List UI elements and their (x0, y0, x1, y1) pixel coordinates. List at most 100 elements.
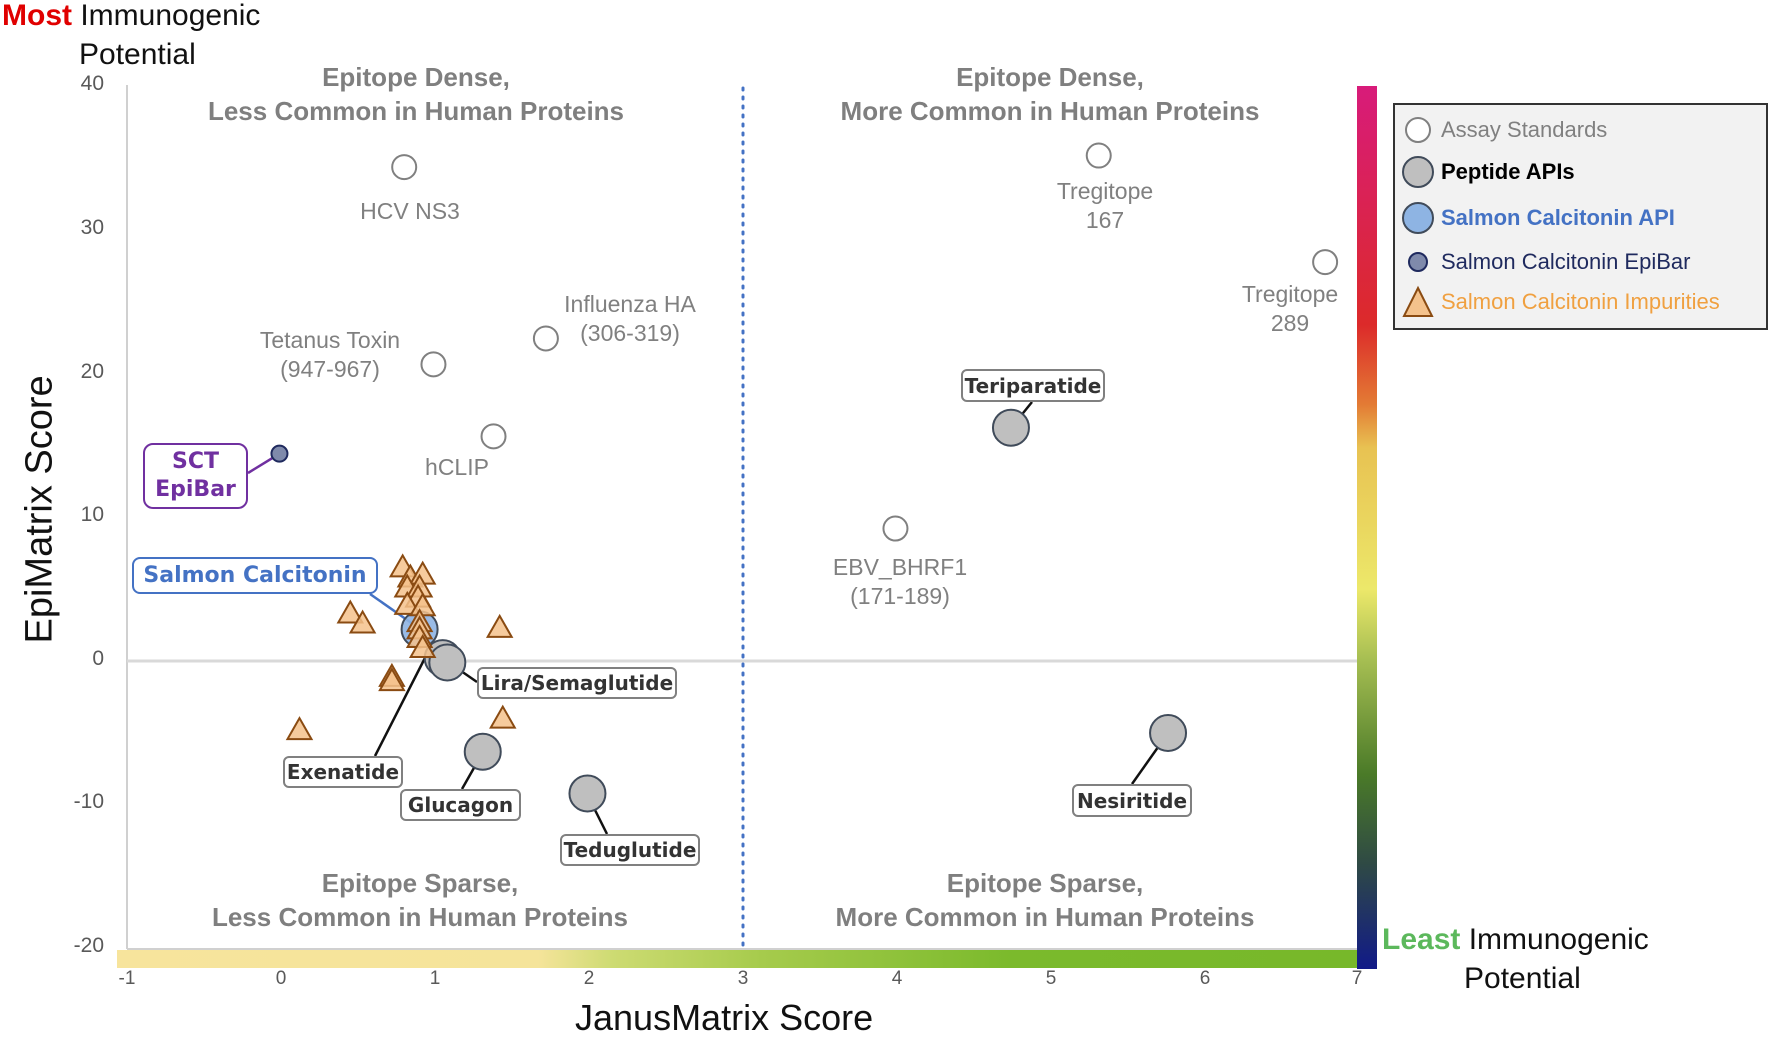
label-tregitope-167: Tregitope 167 (1050, 177, 1160, 235)
peptide-api-marker (991, 408, 1030, 447)
y-tick: -20 (73, 934, 104, 957)
peptide-api-marker (568, 774, 607, 813)
quadrant-label-bottom-left: Epitope Sparse, Less Common in Human Pro… (190, 866, 650, 934)
impurity-marker (348, 609, 377, 634)
legend-label: Salmon Calcitonin Impurities (1441, 289, 1720, 314)
callout-salmon-calcitonin: Salmon Calcitonin (132, 557, 378, 594)
epibar-marker (270, 444, 289, 463)
legend-label: Salmon Calcitonin EpiBar (1441, 249, 1691, 274)
callout-nesiritide: Nesiritide (1072, 784, 1192, 817)
legend-label: Salmon Calcitonin API (1441, 205, 1675, 230)
assay-standard-marker (532, 325, 559, 352)
callout-glucagon: Glucagon (400, 789, 521, 821)
callout-teriparatide: Teriparatide (961, 369, 1105, 402)
y-tick: 0 (92, 647, 104, 670)
peptide-api-marker (1149, 714, 1188, 752)
impurity-marker (408, 634, 437, 659)
peptide-api-marker (428, 643, 467, 682)
blue-circle-icon (1402, 202, 1434, 234)
impurity-marker (285, 716, 314, 741)
callout-line: EpiBar (155, 477, 236, 502)
x-tick: 5 (1045, 968, 1057, 989)
callout-exenatide: Exenatide (283, 756, 403, 788)
callout-teduglutide: Teduglutide (560, 834, 700, 866)
most-immunogenic-title-line2: Potential (79, 38, 196, 71)
impurity-marker (393, 590, 422, 615)
quadrant-line: More Common in Human Proteins (840, 96, 1260, 126)
vertical-gradient-bar (1357, 86, 1377, 969)
quadrant-label-top-right: Epitope Dense, More Common in Human Prot… (820, 60, 1280, 128)
label-hclip: hCLIP (425, 454, 489, 480)
impurity-marker (489, 704, 517, 729)
legend: Assay Standards Peptide APIs Salmon Calc… (1393, 103, 1768, 330)
y-axis-title: EpiMatrix Score (18, 375, 61, 644)
x-tick: 6 (1199, 968, 1211, 989)
quadrant-line: Epitope Sparse, (946, 868, 1144, 898)
triangle-icon (1402, 285, 1434, 317)
least-immunogenic-title-line2: Potential (1464, 962, 1581, 995)
label-ebv-bhrf1: EBV_BHRF1 (171-189) (820, 553, 980, 611)
horizontal-gradient-bar (117, 950, 1357, 968)
most-immunogenic-title: Most Immunogenic (2, 0, 260, 34)
label-line: (947-967) (280, 356, 380, 382)
gray-circle-icon (1402, 156, 1434, 188)
y-tick: 40 (80, 72, 104, 95)
label-line: EBV_BHRF1 (832, 554, 968, 580)
least-word: Least (1382, 923, 1461, 956)
x-tick: 3 (737, 968, 749, 989)
impurity-marker (336, 599, 365, 624)
label-tregitope-289: Tregitope 289 (1235, 280, 1345, 338)
label-line: 289 (1270, 310, 1310, 336)
callout-line: SCT (172, 449, 219, 474)
x-tick: 0 (275, 968, 287, 989)
label-line: Tetanus Toxin (259, 327, 401, 353)
impurity-marker (485, 613, 514, 638)
label-line: Tregitope (1241, 281, 1339, 307)
legend-label: Peptide APIs (1441, 159, 1575, 184)
label-hcv-ns3: HCV NS3 (360, 198, 460, 224)
x-tick: -1 (118, 968, 136, 989)
peptide-api-marker (463, 732, 502, 771)
small-navy-circle-icon (1408, 252, 1428, 272)
impurity-marker (378, 667, 406, 692)
quadrant-label-bottom-right: Epitope Sparse, More Common in Human Pro… (815, 866, 1275, 934)
y-tick: -10 (73, 790, 104, 813)
x-axis-title: JanusMatrix Score (575, 997, 874, 1038)
quadrant-line: Less Common in Human Proteins (207, 96, 625, 126)
x-tick: 4 (891, 968, 903, 989)
callout-sct-epibar: SCT EpiBar (143, 443, 248, 509)
assay-standard-marker (391, 154, 418, 181)
quadrant-label-top-left: Epitope Dense, Less Common in Human Prot… (186, 60, 646, 128)
label-line: (306-319) (580, 320, 680, 346)
markers-layer (270, 142, 1339, 813)
assay-standard-marker (1085, 142, 1112, 169)
y-tick: 30 (80, 216, 104, 239)
most-word: Most (2, 0, 72, 32)
quadrant-line: More Common in Human Proteins (835, 902, 1255, 932)
x-tick: 1 (429, 968, 441, 989)
least-immunogenic-title: Least Immunogenic (1382, 922, 1649, 958)
callout-lira-semaglutide: Lira/Semaglutide (477, 667, 677, 699)
label-tetanus-toxin: Tetanus Toxin (947-967) (240, 326, 420, 384)
label-line: 167 (1085, 207, 1125, 233)
least-rest: Immunogenic (1468, 923, 1649, 956)
y-tick: 10 (80, 503, 104, 526)
quadrant-line: Epitope Sparse, (321, 868, 519, 898)
assay-standard-marker (1312, 249, 1339, 276)
y-tick: 20 (80, 360, 104, 383)
quadrant-line: Less Common in Human Proteins (211, 902, 629, 932)
legend-label: Assay Standards (1441, 117, 1608, 142)
assay-standard-marker (480, 423, 507, 450)
x-tick: 2 (583, 968, 595, 989)
label-line: Influenza HA (564, 291, 696, 317)
most-rest: Immunogenic (80, 0, 261, 32)
open-circle-icon (1405, 117, 1431, 143)
assay-standard-marker (882, 515, 909, 542)
label-line: (171-189) (850, 583, 950, 609)
x-tick: 7 (1351, 968, 1363, 989)
quadrant-line: Epitope Dense, (956, 62, 1144, 92)
label-influenza-ha: Influenza HA (306-319) (550, 290, 710, 348)
assay-standard-marker (420, 351, 447, 378)
quadrant-line: Epitope Dense, (322, 62, 510, 92)
